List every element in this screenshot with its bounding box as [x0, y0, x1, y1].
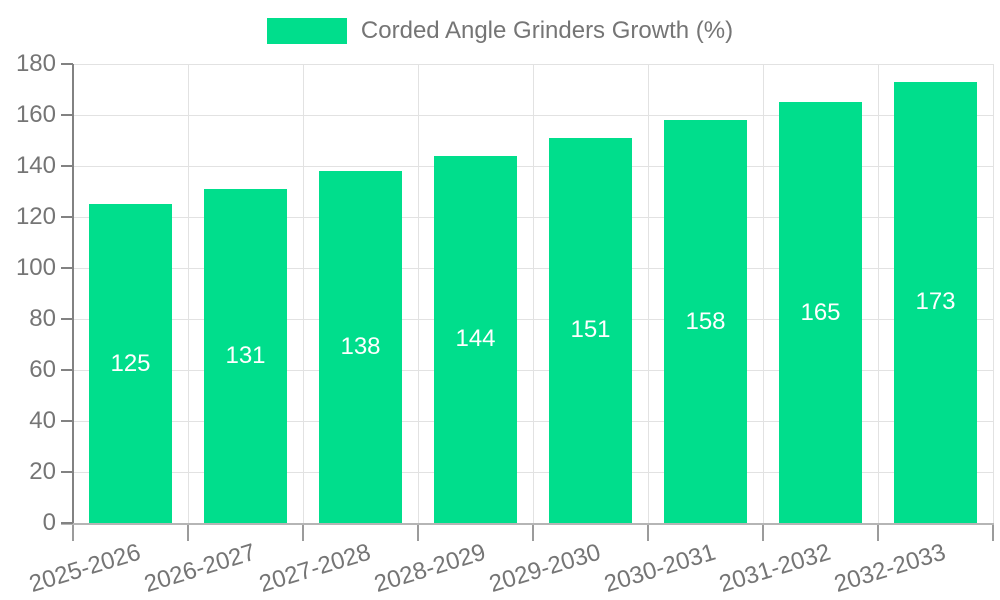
bar[interactable] — [319, 171, 402, 523]
x-axis-tick — [532, 525, 534, 541]
y-axis-line — [72, 64, 74, 523]
bar-value-label: 165 — [800, 298, 841, 326]
y-axis-tick — [61, 63, 73, 65]
x-axis-tick — [72, 525, 74, 541]
y-axis-tick — [61, 216, 73, 218]
y-axis-tick-label: 140 — [15, 152, 56, 179]
bar[interactable] — [549, 137, 632, 523]
bar[interactable] — [434, 155, 517, 523]
x-gridline — [188, 64, 189, 523]
y-axis-tick-label: 180 — [15, 50, 56, 77]
x-gridline — [763, 64, 764, 523]
y-axis-tick-label: 160 — [15, 101, 56, 128]
y-axis-tick-label: 40 — [29, 407, 56, 434]
y-axis-tick-label: 0 — [42, 509, 56, 536]
y-axis-tick-label: 80 — [29, 305, 56, 332]
legend-label: Corded Angle Grinders Growth (%) — [360, 17, 734, 44]
bar-value-label: 131 — [225, 341, 266, 369]
x-axis-tick — [417, 525, 419, 541]
bar[interactable] — [894, 81, 977, 523]
legend[interactable]: Corded Angle Grinders Growth (%) — [0, 17, 1000, 45]
bar[interactable] — [89, 204, 172, 523]
y-axis-tick — [61, 369, 73, 371]
x-gridline — [533, 64, 534, 523]
bar[interactable] — [664, 120, 747, 523]
x-axis-tick — [762, 525, 764, 541]
x-axis-tick — [302, 525, 304, 541]
legend-swatch — [266, 18, 347, 44]
x-axis-tick — [187, 525, 189, 541]
bar-value-label: 144 — [455, 325, 496, 353]
x-gridline — [418, 64, 419, 523]
bar-value-label: 158 — [685, 307, 726, 335]
bar-value-label: 125 — [110, 349, 151, 377]
x-gridline — [993, 64, 994, 523]
y-axis-tick-label: 120 — [15, 203, 56, 230]
y-axis-tick-label: 20 — [29, 458, 56, 485]
x-gridline — [648, 64, 649, 523]
y-axis-tick — [61, 114, 73, 116]
bar-value-label: 151 — [570, 316, 611, 344]
x-gridline — [878, 64, 879, 523]
y-axis-tick-label: 100 — [15, 254, 56, 281]
y-axis-tick — [61, 420, 73, 422]
y-axis-tick — [61, 522, 73, 524]
bar-value-label: 173 — [915, 288, 956, 316]
y-axis-tick — [61, 267, 73, 269]
y-axis-tick — [61, 471, 73, 473]
y-axis-tick-label: 60 — [29, 356, 56, 383]
x-gridline — [303, 64, 304, 523]
bar[interactable] — [779, 102, 862, 523]
x-axis-tick — [992, 525, 994, 541]
x-axis-line — [61, 523, 994, 525]
x-axis-tick — [877, 525, 879, 541]
y-axis-tick — [61, 165, 73, 167]
bar-value-label: 138 — [340, 333, 381, 361]
bar[interactable] — [204, 188, 287, 523]
x-axis-tick — [647, 525, 649, 541]
y-axis-tick — [61, 318, 73, 320]
